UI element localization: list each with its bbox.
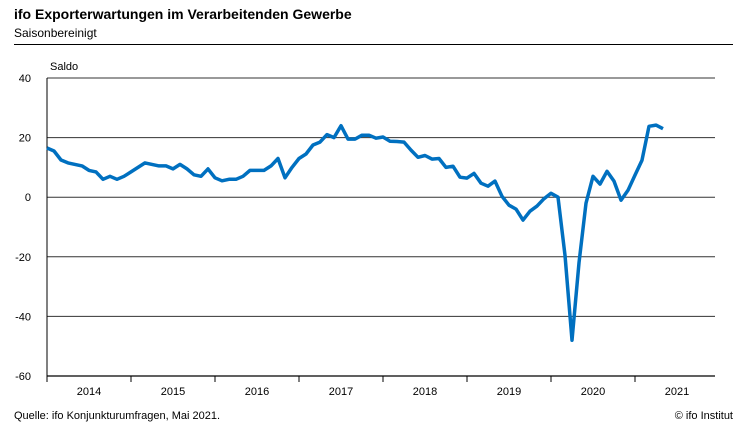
- series-line: [46, 123, 664, 342]
- x-tick-label: 2017: [329, 386, 353, 398]
- y-tick-label: 40: [19, 73, 31, 85]
- chart-title: ifo Exporterwartungen im Verarbeitenden …: [14, 6, 352, 22]
- copyright: © ifo Institut: [674, 410, 733, 422]
- x-tick-label: 2015: [161, 386, 185, 398]
- source-note: Quelle: ifo Konjunkturumfragen, Mai 2021…: [14, 410, 221, 422]
- x-tick-label: 2014: [77, 386, 101, 398]
- x-tick-label: 2021: [665, 386, 689, 398]
- x-tick-label: 2018: [413, 386, 437, 398]
- title-divider: [14, 44, 733, 45]
- y-axis-label: Saldo: [50, 61, 78, 73]
- y-tick-label: -20: [15, 252, 31, 264]
- y-tick-label: 20: [19, 133, 31, 145]
- y-tick-label: -60: [15, 371, 31, 383]
- y-tick-label: -40: [15, 311, 31, 323]
- x-tick-label: 2016: [245, 386, 269, 398]
- chart-subtitle: Saisonbereinigt: [14, 26, 97, 40]
- x-tick-label: 2019: [497, 386, 521, 398]
- y-tick-label: 0: [25, 192, 31, 204]
- x-tick-label: 2020: [581, 386, 605, 398]
